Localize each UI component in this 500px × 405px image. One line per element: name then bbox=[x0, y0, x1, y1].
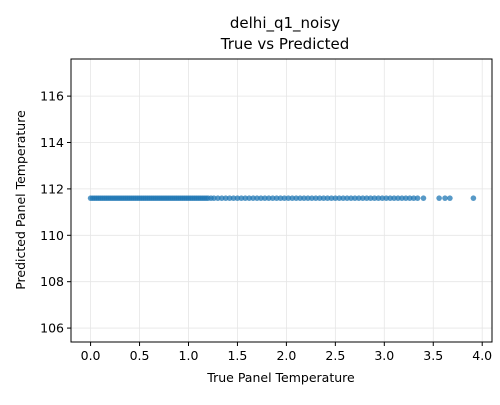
x-tick-label: 0.0 bbox=[81, 348, 101, 363]
x-tick-label: 2.5 bbox=[325, 348, 345, 363]
y-tick-label: 108 bbox=[40, 274, 64, 289]
scatter-point bbox=[375, 195, 382, 201]
y-tick-label: 116 bbox=[40, 89, 64, 104]
scatter-point bbox=[289, 195, 296, 201]
scatter-point bbox=[470, 195, 477, 201]
scatter-point bbox=[226, 195, 233, 201]
scatter-point bbox=[363, 195, 370, 201]
scatter-point bbox=[293, 195, 299, 201]
scatter-point bbox=[309, 195, 315, 201]
scatter-point bbox=[379, 195, 386, 201]
chart-title-line2: True vs Predicted bbox=[220, 35, 350, 53]
scatter-point bbox=[387, 195, 393, 201]
axis-ticks: 0.0 0.5 1.0 1.5 2.0 2.5 3.0 3.5 4.0 106 108 110 112 1… bbox=[40, 89, 492, 363]
x-tick-label: 0.5 bbox=[130, 348, 150, 363]
scatter-point bbox=[262, 195, 268, 201]
scatter-point bbox=[312, 195, 319, 201]
scatter-point bbox=[328, 195, 335, 201]
scatter-point bbox=[301, 195, 307, 201]
scatter-point bbox=[218, 195, 225, 201]
scatter-point bbox=[371, 195, 378, 201]
scatter-point bbox=[215, 195, 221, 201]
chart-title-line1: delhi_q1_noisy bbox=[230, 14, 340, 33]
x-tick-label: 3.5 bbox=[423, 348, 443, 363]
x-tick-label: 2.0 bbox=[276, 348, 296, 363]
scatter-point bbox=[356, 195, 362, 201]
scatter-point bbox=[420, 195, 427, 201]
scatter-point bbox=[230, 195, 237, 201]
scatter-point bbox=[447, 195, 453, 201]
scatter-point bbox=[332, 195, 339, 201]
scatter-point bbox=[316, 195, 323, 201]
scatter-point bbox=[297, 195, 303, 201]
scatter-point bbox=[344, 195, 350, 201]
x-tick-label: 4.0 bbox=[472, 348, 492, 363]
scatter-point bbox=[211, 195, 217, 201]
scatter-point bbox=[352, 195, 358, 201]
scatter-point bbox=[324, 195, 331, 201]
scatter-point bbox=[336, 195, 343, 201]
y-tick-label: 106 bbox=[40, 321, 64, 336]
y-tick-label: 114 bbox=[40, 135, 64, 150]
scatter-point bbox=[340, 195, 346, 201]
scatter-point bbox=[395, 195, 401, 201]
x-tick-label: 3.0 bbox=[374, 348, 394, 363]
scatter-point bbox=[281, 195, 288, 201]
plot-area-frame bbox=[70, 58, 493, 343]
scatter-point bbox=[273, 195, 280, 201]
scatter-point bbox=[406, 195, 413, 201]
scatter-point bbox=[265, 195, 272, 201]
scatter-point bbox=[305, 195, 311, 201]
scatter-point bbox=[367, 195, 374, 201]
scatter-point bbox=[348, 195, 354, 201]
scatter-point bbox=[414, 195, 421, 201]
scatter-point bbox=[359, 195, 366, 201]
scatter-point bbox=[442, 195, 448, 201]
scatter-point bbox=[242, 195, 249, 201]
scatter-point bbox=[277, 195, 284, 201]
scatter-point bbox=[399, 195, 405, 201]
scatter-point bbox=[254, 195, 260, 201]
scatter-point bbox=[391, 195, 397, 201]
data-points bbox=[87, 195, 477, 201]
scatter-point bbox=[403, 195, 409, 201]
scatter-point bbox=[258, 195, 264, 201]
scatter-point bbox=[238, 195, 245, 201]
scatter-point bbox=[436, 195, 442, 201]
x-axis-label: True Panel Temperature bbox=[206, 370, 355, 385]
scatter-point bbox=[410, 195, 417, 201]
y-tick-label: 112 bbox=[40, 181, 64, 196]
scatter-point bbox=[250, 195, 256, 201]
scatter-point bbox=[383, 195, 390, 201]
x-tick-label: 1.0 bbox=[179, 348, 199, 363]
scatter-point bbox=[285, 195, 292, 201]
scatter-point bbox=[246, 195, 252, 201]
y-tick-label: 110 bbox=[40, 228, 64, 243]
scatter-point bbox=[234, 195, 241, 201]
scatter-point bbox=[320, 195, 327, 201]
x-tick-label: 1.5 bbox=[227, 348, 247, 363]
scatter-point bbox=[222, 195, 229, 201]
scatter-point bbox=[269, 195, 276, 201]
y-axis-label: Predicted Panel Temperature bbox=[13, 110, 28, 290]
